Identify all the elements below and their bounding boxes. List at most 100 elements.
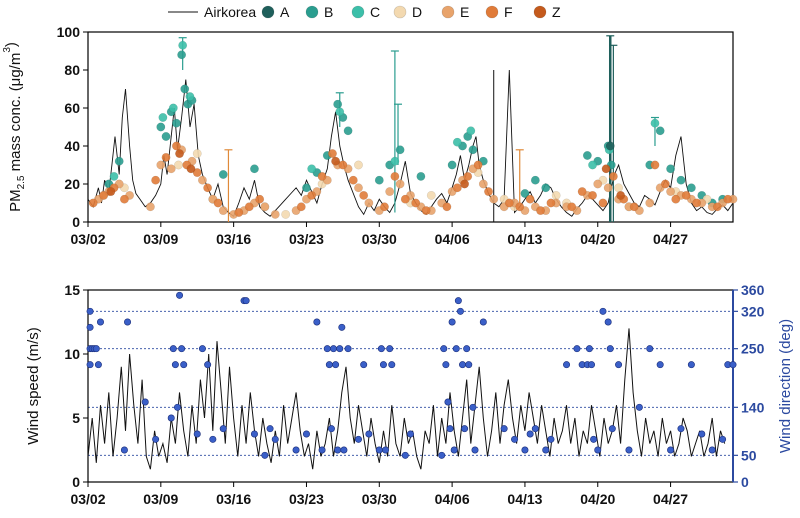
legend: Airkorea A B C D E F Z — [168, 4, 561, 20]
wind-direction-point — [687, 361, 695, 369]
wind-direction-point — [590, 435, 598, 443]
station-b-point — [655, 126, 665, 136]
station-f-point — [463, 171, 473, 181]
wind-direction-point — [178, 345, 186, 353]
direction-ytick-label: 320 — [741, 303, 765, 319]
wind-direction-point — [469, 403, 477, 411]
direction-ytick-label: 140 — [741, 399, 765, 415]
wind-direction-point — [698, 430, 706, 438]
station-b-point — [395, 145, 405, 155]
wind-direction-point — [459, 361, 467, 369]
station-f-point — [608, 171, 618, 181]
station-f-point — [161, 152, 171, 162]
direction-ytick-label: 0 — [741, 474, 749, 490]
wind-direction-point — [266, 425, 274, 433]
station-d-point — [614, 183, 624, 193]
station-c-point — [109, 171, 119, 181]
station-f-point — [411, 198, 421, 208]
wind-direction-point — [338, 323, 346, 331]
wind-direction-point — [152, 435, 160, 443]
station-f-point — [723, 194, 733, 204]
wind-direction-point — [86, 323, 94, 331]
station-e-point — [145, 202, 155, 212]
wind-direction-point — [729, 361, 737, 369]
station-b-point — [582, 151, 592, 160]
station-c-point — [158, 113, 168, 122]
station-c-point — [466, 126, 476, 136]
wind-direction-point — [204, 361, 212, 369]
station-f-point — [442, 202, 452, 212]
station-b-point — [416, 171, 426, 181]
wind-direction-point — [526, 430, 534, 438]
station-z-point — [601, 164, 611, 174]
pm25-ylabel-part: PM — [7, 189, 24, 212]
wind-direction-point — [96, 318, 104, 326]
wind-direction-point — [169, 345, 177, 353]
pm25-panel: 0 20 40 60 80 100 03/02 03/09 03/16 03/23 03/30 04/… — [2, 24, 738, 247]
station-b-point — [218, 170, 228, 179]
wind-direction-point — [599, 307, 607, 315]
station-f-point — [577, 187, 587, 197]
wind-direction-point — [531, 425, 539, 433]
station-f-point — [650, 160, 660, 170]
station-f-point — [515, 202, 525, 212]
pm25-xtick-label: 03/30 — [362, 231, 397, 247]
station-f-point — [629, 202, 639, 212]
station-c-point — [650, 118, 660, 128]
station-e-point — [593, 179, 603, 189]
wind-direction-point — [180, 361, 188, 369]
station-c-point — [307, 164, 317, 174]
wind-direction-point — [635, 403, 643, 411]
legend-label-airkorea: Airkorea — [204, 4, 256, 20]
pm25-plot-frame — [87, 31, 734, 223]
wind-direction-point — [171, 361, 179, 369]
station-d-point — [192, 149, 202, 159]
wind-direction-point — [193, 430, 201, 438]
wind-direction-point — [382, 446, 390, 454]
station-f-point — [359, 190, 369, 200]
station-b-point — [343, 126, 353, 136]
station-f-point — [192, 168, 202, 178]
wind-direction-point — [656, 361, 664, 369]
wind-direction-point — [344, 345, 352, 353]
speed-ytick-label: 10 — [64, 346, 80, 362]
wind-xtick-label: 03/02 — [70, 491, 105, 507]
wind-direction-point — [719, 435, 727, 443]
wind-speed-line — [87, 328, 726, 470]
station-b-point — [161, 132, 171, 141]
wind-direction-point — [452, 345, 460, 353]
wind-direction-point — [463, 345, 471, 353]
station-e-point — [364, 198, 374, 208]
direction-ytick-label: 50 — [741, 447, 757, 463]
legend-marker-d — [393, 5, 407, 19]
station-e-point — [395, 179, 405, 189]
wind-xtick-label: 04/27 — [653, 491, 688, 507]
wind-xtick-label: 04/06 — [435, 491, 470, 507]
station-c-point — [335, 107, 345, 117]
station-b-point — [156, 122, 166, 132]
wind-direction-point — [377, 345, 385, 353]
wind-direction-point — [667, 446, 675, 454]
wind-direction-point — [167, 414, 175, 422]
station-e-point — [166, 164, 176, 174]
speed-ytick-label: 15 — [64, 282, 80, 298]
station-d-point — [551, 190, 561, 200]
wind-direction-point — [521, 446, 529, 454]
station-z-point — [186, 164, 196, 174]
station-f-point — [307, 190, 317, 200]
station-b-point — [520, 189, 530, 198]
wind-direction-point — [120, 446, 128, 454]
station-f-point — [203, 183, 213, 193]
station-d-point — [426, 190, 436, 200]
wind-direction-point — [625, 446, 633, 454]
wind-xtick-label: 04/13 — [507, 491, 542, 507]
wind-direction-point — [442, 361, 450, 369]
wind-direction-point — [450, 446, 458, 454]
wind-direction-point — [606, 345, 614, 353]
station-b-point — [302, 183, 311, 193]
wind-direction-point — [388, 361, 396, 369]
wind-direction-point — [454, 297, 462, 305]
wind-direction-point — [219, 425, 227, 433]
wind-xtick-label: 03/23 — [289, 491, 324, 507]
pm25-ylabel-part: 3 — [2, 47, 13, 53]
